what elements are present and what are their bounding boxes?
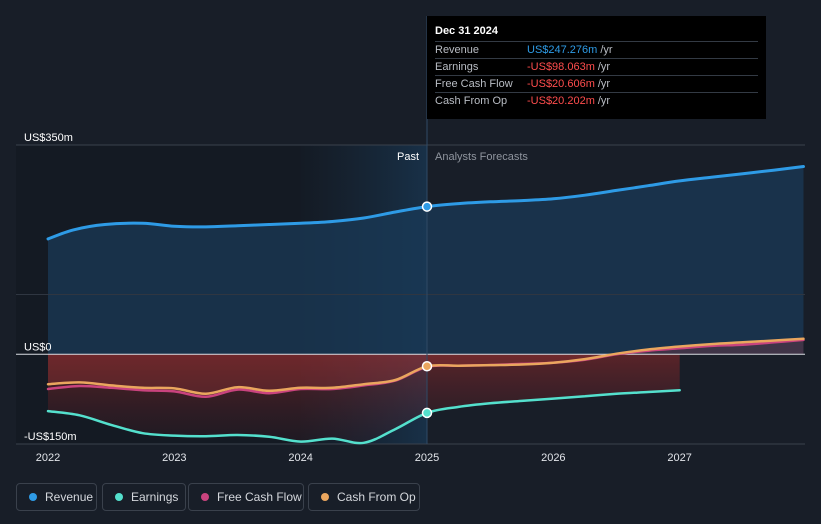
- x-tick-label: 2022: [36, 452, 60, 464]
- legend-item-free-cash-flow[interactable]: Free Cash Flow: [188, 483, 304, 511]
- revenue-area: [48, 166, 804, 355]
- legend-item-revenue[interactable]: Revenue: [16, 483, 97, 511]
- legend-item-earnings[interactable]: Earnings: [102, 483, 186, 511]
- tooltip-value: -US$98.063m: [527, 61, 595, 73]
- revenue-legend-dot-icon: [29, 493, 37, 501]
- tooltip-unit: /yr: [597, 95, 611, 107]
- tooltip-row-revenue: Revenue US$247.276m/yr: [435, 41, 758, 59]
- earnings-area: [48, 354, 680, 444]
- legend-label: Free Cash Flow: [217, 490, 302, 504]
- legend-label: Cash From Op: [337, 490, 416, 504]
- legend-label: Earnings: [131, 490, 179, 504]
- y-tick-label: US$350m: [24, 132, 73, 144]
- y-tick-label: US$0: [24, 341, 52, 353]
- legend-label: Revenue: [45, 490, 94, 504]
- tooltip-label: Earnings: [435, 61, 479, 73]
- revenue-point: [421, 201, 433, 212]
- tooltip-unit: /yr: [597, 61, 611, 73]
- earnings-legend-dot-icon: [115, 493, 123, 501]
- tooltip-value: -US$20.606m: [527, 78, 595, 90]
- tooltip-row-earnings: Earnings -US$98.063m/yr: [435, 58, 758, 76]
- forecast-label: Analysts Forecasts: [435, 151, 528, 163]
- tooltip-label: Free Cash Flow: [435, 78, 513, 90]
- x-tick-label: 2026: [541, 452, 565, 464]
- earnings-point: [421, 407, 433, 419]
- tooltip-label: Revenue: [435, 44, 480, 56]
- x-tick-label: 2023: [162, 452, 186, 464]
- tooltip-date: Dec 31 2024: [435, 25, 498, 37]
- free-cash-flow-legend-dot-icon: [201, 493, 209, 501]
- y-tick-label: -US$150m: [24, 431, 77, 443]
- cash-from-op-legend-dot-icon: [321, 493, 329, 501]
- x-tick-label: 2027: [667, 452, 691, 464]
- tooltip: Dec 31 2024 Revenue US$247.276m/yr Earni…: [427, 16, 766, 119]
- tooltip-unit: /yr: [597, 78, 611, 90]
- x-tick-label: 2025: [415, 452, 439, 464]
- legend-item-cash-from-op[interactable]: Cash From Op: [308, 483, 420, 511]
- past-label: Past: [397, 151, 419, 163]
- tooltip-unit: /yr: [600, 44, 613, 56]
- x-tick-label: 2024: [288, 452, 312, 464]
- tooltip-row-cash-from-op: Cash From Op -US$20.202m/yr: [435, 92, 758, 110]
- tooltip-label: Cash From Op: [435, 95, 508, 107]
- tooltip-value: US$247.276m: [527, 44, 598, 56]
- cash-from-op-point: [421, 361, 433, 372]
- tooltip-value: -US$20.202m: [527, 95, 595, 107]
- earnings-line: [46, 388, 681, 445]
- tooltip-row-free-cash-flow: Free Cash Flow -US$20.606m/yr: [435, 75, 758, 93]
